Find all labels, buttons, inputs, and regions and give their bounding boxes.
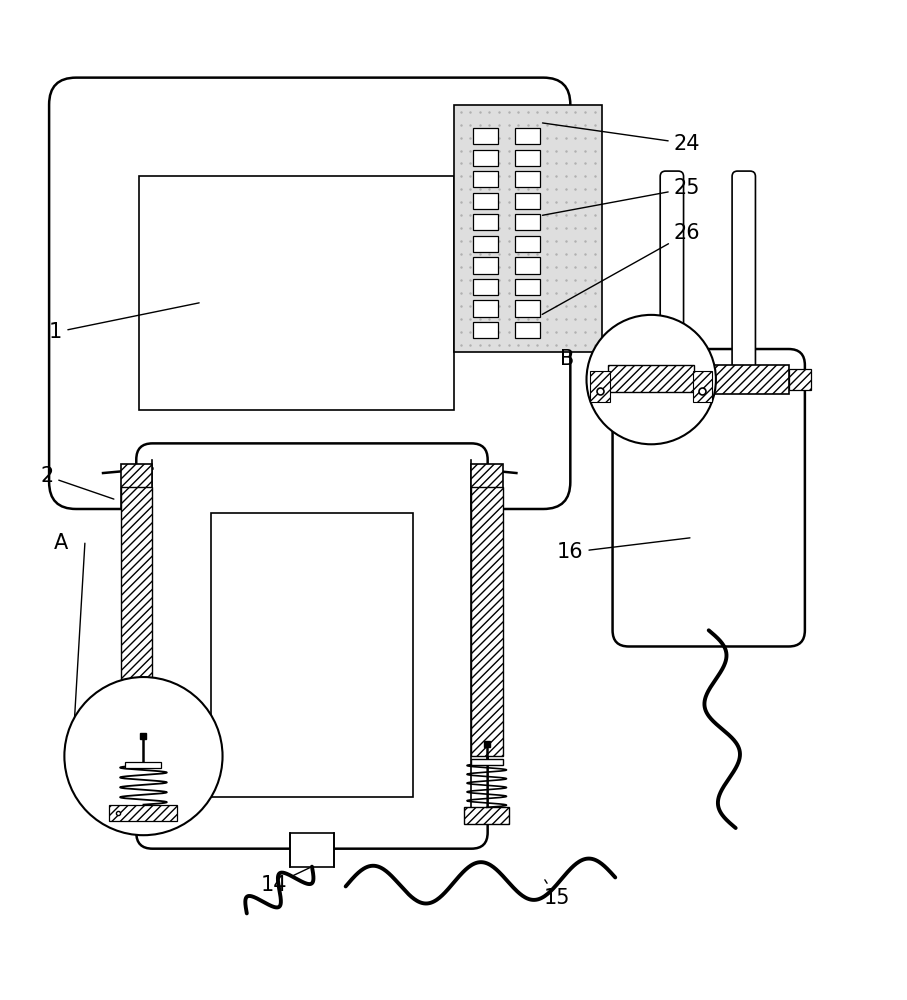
Bar: [120, 759, 152, 765]
Text: 14: 14: [260, 868, 309, 895]
Bar: [514, 128, 540, 144]
Text: 16: 16: [557, 538, 690, 562]
Bar: [125, 762, 161, 768]
Bar: [514, 279, 540, 295]
Bar: [121, 464, 152, 509]
Bar: [514, 236, 540, 252]
Text: 24: 24: [542, 123, 700, 154]
FancyBboxPatch shape: [660, 171, 684, 371]
Bar: [514, 171, 540, 187]
Bar: [464, 807, 509, 824]
Text: 1: 1: [49, 303, 200, 342]
Bar: [514, 193, 540, 209]
Text: 2: 2: [40, 466, 114, 499]
Bar: [514, 257, 540, 274]
Bar: [473, 171, 499, 187]
Bar: [473, 128, 499, 144]
Bar: [471, 759, 502, 765]
Text: 25: 25: [542, 178, 700, 215]
Bar: [514, 150, 540, 166]
Text: A: A: [54, 533, 68, 553]
Bar: [629, 365, 789, 394]
Bar: [121, 487, 152, 756]
Text: B: B: [560, 349, 574, 369]
FancyBboxPatch shape: [136, 443, 488, 849]
FancyBboxPatch shape: [732, 171, 756, 371]
Text: 15: 15: [543, 880, 570, 908]
Bar: [473, 279, 499, 295]
Bar: [110, 805, 177, 821]
Bar: [514, 322, 540, 338]
Bar: [210, 513, 413, 797]
Bar: [514, 214, 540, 230]
Bar: [473, 300, 499, 317]
Bar: [608, 365, 695, 392]
Bar: [693, 371, 712, 402]
Bar: [606, 369, 629, 390]
Bar: [290, 833, 334, 867]
FancyBboxPatch shape: [49, 78, 571, 509]
Bar: [473, 150, 499, 166]
Bar: [113, 807, 159, 824]
Circle shape: [64, 677, 222, 835]
Bar: [473, 193, 499, 209]
Bar: [473, 322, 499, 338]
Bar: [454, 105, 601, 352]
Circle shape: [587, 315, 716, 444]
Bar: [473, 236, 499, 252]
Bar: [472, 464, 502, 509]
Bar: [139, 176, 454, 410]
Bar: [472, 487, 502, 756]
Bar: [789, 369, 811, 390]
FancyBboxPatch shape: [612, 349, 805, 646]
Text: 26: 26: [542, 223, 700, 314]
Bar: [514, 300, 540, 317]
Bar: [473, 257, 499, 274]
Bar: [473, 214, 499, 230]
Bar: [590, 371, 610, 402]
